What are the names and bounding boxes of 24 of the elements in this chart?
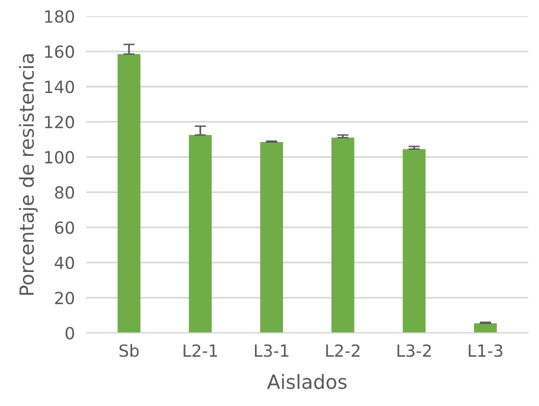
bar [118, 54, 140, 333]
x-tick-label: L2-2 [326, 344, 360, 357]
x-axis-title: Aislados [267, 374, 347, 390]
y-tick-label: 0 [66, 326, 74, 340]
x-tick-label: Sb [120, 344, 139, 357]
y-tick-label: 80 [55, 186, 74, 199]
y-tick-label: 180 [45, 10, 74, 23]
bar [402, 149, 426, 333]
y-tick-label: 60 [55, 221, 74, 234]
y-tick-label: 140 [45, 80, 74, 94]
y-tick-label: 40 [54, 256, 74, 270]
x-tick-label: L3-2 [398, 344, 431, 357]
y-tick-label: 120 [45, 116, 74, 128]
bar [474, 323, 497, 333]
y-tick-label: 100 [45, 150, 74, 164]
y-axis-title: Porcentaje de resistencia [18, 54, 38, 295]
x-tick-label: L1-3 [468, 344, 502, 357]
bar [331, 138, 354, 333]
x-tick-label: L2-1 [184, 344, 218, 357]
y-tick-label: 160 [45, 45, 74, 58]
bar [188, 134, 212, 333]
bar [260, 142, 283, 333]
y-tick-label: 20 [55, 292, 74, 304]
x-tick-label: L3-1 [254, 344, 288, 357]
